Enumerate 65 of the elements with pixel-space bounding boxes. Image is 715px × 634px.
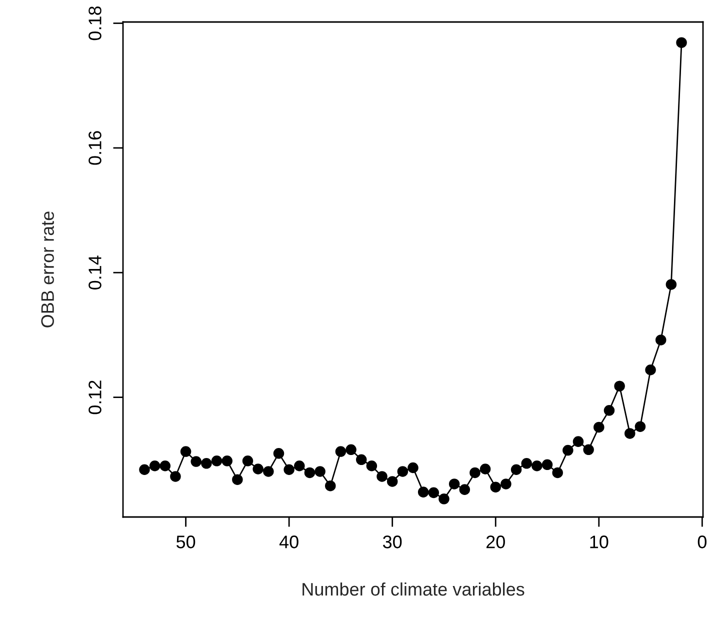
point [201, 458, 212, 469]
point [408, 462, 418, 474]
point [490, 482, 501, 492]
y-tick-label: 0.14 [88, 256, 102, 290]
point [273, 448, 284, 459]
point [614, 380, 625, 392]
point [634, 421, 646, 432]
point [366, 460, 378, 472]
point [604, 405, 615, 416]
point [170, 471, 181, 482]
point [655, 334, 666, 346]
point [572, 436, 584, 447]
point [459, 484, 470, 495]
point [284, 464, 294, 475]
point [180, 446, 192, 457]
point [542, 459, 553, 470]
point [211, 456, 222, 466]
point [645, 364, 656, 376]
y-tick-label: 0.16 [88, 131, 102, 165]
point [242, 456, 254, 466]
y-axis-title: OBB error rate [41, 212, 54, 328]
x-tick-label: 20 [486, 536, 505, 548]
point [624, 428, 636, 439]
point [232, 474, 243, 485]
x-tick-label: 0 [698, 536, 706, 548]
point [676, 37, 687, 48]
point [397, 466, 408, 477]
point [346, 444, 356, 456]
point [552, 467, 563, 478]
point [376, 471, 388, 482]
point [252, 464, 264, 474]
point [222, 456, 232, 466]
point [594, 422, 604, 433]
x-axis-title: Number of climate variables [302, 582, 524, 596]
x-tick-label: 40 [279, 536, 298, 548]
x-tick-label: 50 [176, 536, 196, 548]
point [480, 464, 491, 474]
point [583, 444, 594, 456]
point [335, 446, 346, 457]
point [448, 478, 460, 490]
point [263, 466, 274, 477]
point [356, 454, 367, 466]
point [510, 464, 522, 475]
point [521, 458, 532, 469]
point [386, 476, 398, 487]
point [139, 464, 150, 475]
point [470, 467, 480, 478]
point [190, 456, 202, 467]
point [428, 487, 440, 498]
x-tick-label: 30 [382, 536, 402, 548]
point [160, 460, 171, 472]
point [294, 460, 305, 472]
point [666, 279, 677, 290]
point [304, 467, 316, 478]
point [149, 460, 160, 472]
x-tick-label: 10 [590, 536, 608, 548]
point [562, 444, 574, 456]
point [438, 494, 450, 504]
point [532, 460, 542, 472]
y-tick-label: 0.12 [88, 380, 102, 414]
point [325, 480, 336, 492]
point [314, 466, 326, 477]
point [418, 486, 429, 498]
point [500, 478, 512, 490]
y-tick-label: 0.18 [88, 6, 102, 40]
